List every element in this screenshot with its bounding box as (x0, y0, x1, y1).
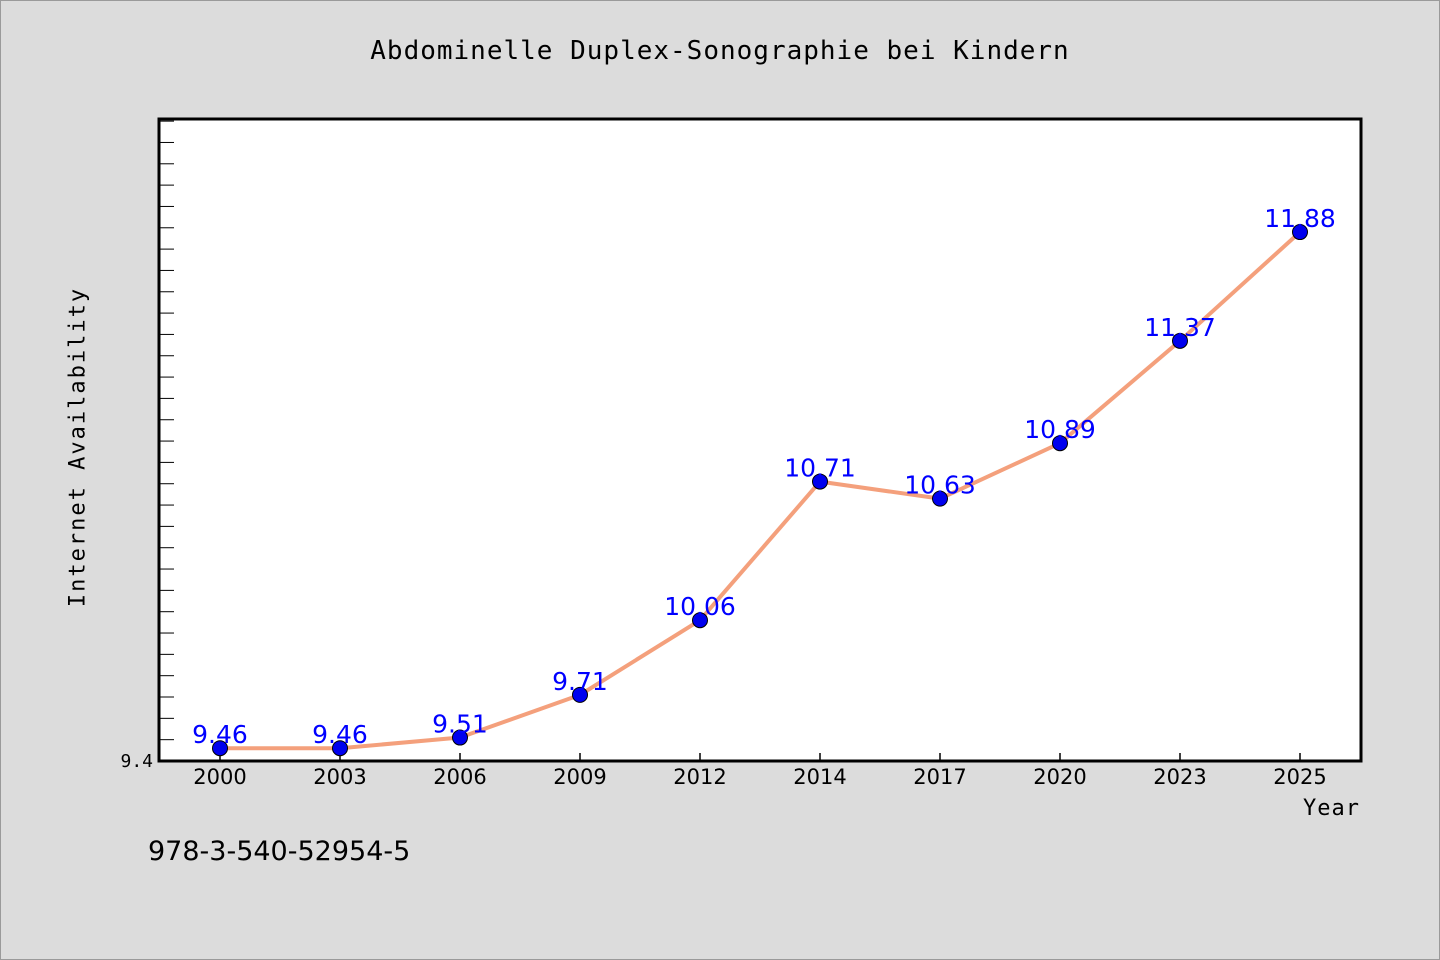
data-label: 9.46 (192, 720, 248, 749)
data-point (812, 473, 828, 490)
isbn-code: 978-3-540-52954-5 (148, 836, 411, 867)
x-tick-label: 2020 (1033, 765, 1086, 789)
data-label: 9.71 (552, 667, 608, 696)
data-point (692, 612, 708, 629)
data-label: 10.63 (904, 471, 976, 500)
x-tick-label: 2025 (1273, 765, 1326, 789)
data-point (1172, 332, 1188, 349)
data-point (212, 740, 228, 757)
data-label: 9.51 (432, 710, 488, 739)
data-point (572, 686, 588, 703)
x-tick-label: 2003 (313, 765, 366, 789)
data-label: 10.71 (784, 454, 856, 483)
data-label: 11.88 (1264, 204, 1336, 233)
data-label-layer: 9.46 9.46 9.51 9.71 10.06 10.71 10.63 10.89 11.3… (192, 204, 1336, 749)
data-label: 11.37 (1144, 313, 1216, 342)
data-point (1292, 224, 1308, 241)
x-tick-label: 2014 (793, 765, 846, 789)
data-point (452, 729, 468, 746)
y-axis-ticks: 9.4 (120, 120, 174, 772)
plot-area (157, 117, 1363, 763)
x-tick-label: 2009 (553, 765, 606, 789)
x-axis-label: Year (1303, 796, 1360, 821)
x-tick-label: 2017 (913, 765, 966, 789)
data-point (332, 740, 348, 757)
data-point (932, 490, 948, 507)
x-tick-label: 2023 (1153, 765, 1206, 789)
x-axis-ticks: 2000 2003 2006 2009 2012 2014 2017 2020 2023 2025 (193, 753, 1327, 789)
data-label: 10.89 (1024, 415, 1096, 444)
data-label: 10.06 (664, 592, 736, 621)
x-tick-label: 2000 (193, 765, 246, 789)
marker-layer (212, 224, 1308, 757)
x-tick-label: 2006 (433, 765, 486, 789)
series-line-layer (220, 230, 1302, 751)
x-tick-label: 2012 (673, 765, 726, 789)
data-point (1052, 435, 1068, 452)
data-label: 9.46 (312, 720, 368, 749)
y-tick-label: 9.4 (120, 751, 153, 772)
chart-title: Abdominelle Duplex-Sonographie bei Kinde… (370, 36, 1070, 66)
series-line (220, 230, 1302, 751)
